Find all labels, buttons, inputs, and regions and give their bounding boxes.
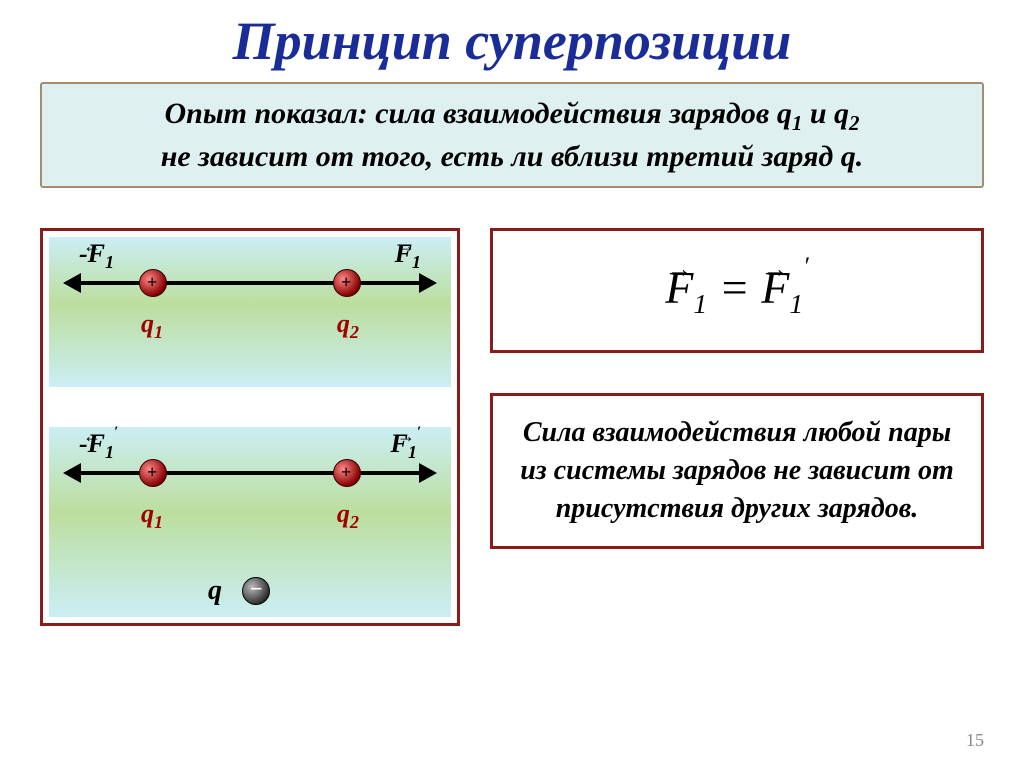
formula-rhs-sub: 1 <box>789 288 803 319</box>
right-column: → F 1 = → F 1′ Сила взаимодействия любой… <box>490 228 984 626</box>
vector-arrow-icon: → <box>761 255 789 284</box>
arrow-left-icon <box>63 273 81 293</box>
page-number: 15 <box>966 730 984 751</box>
diagram-spacer <box>49 387 451 427</box>
charge-q2: + <box>333 269 361 297</box>
charge-q1: + <box>139 269 167 297</box>
formula-lhs: → F <box>665 261 693 314</box>
plus-icon: + <box>341 272 351 293</box>
force-right-label: F1 <box>395 239 421 273</box>
diagram-2: + + ← -F1′ → F1′ q1 q2 − q <box>49 427 451 617</box>
plus-icon: + <box>147 462 157 483</box>
content-row: + + ← -F1 → F1 q1 q2 + + ← <box>40 228 984 626</box>
diagram-column: + + ← -F1 → F1 q1 q2 + + ← <box>40 228 460 626</box>
formula-eq: = <box>719 262 762 313</box>
diagram-1: + + ← -F1 → F1 q1 q2 <box>49 237 451 387</box>
plus-icon: + <box>341 462 351 483</box>
charge-q1: + <box>139 459 167 487</box>
arrow-right-icon <box>419 463 437 483</box>
axis-line <box>79 281 421 285</box>
axis-line <box>79 471 421 475</box>
slide: Принцип суперпозиции Опыт показал: сила … <box>0 0 1024 767</box>
q3-label: q <box>208 575 222 607</box>
intro-q2-sub: 2 <box>849 111 860 135</box>
plus-icon: + <box>147 272 157 293</box>
page-title: Принцип суперпозиции <box>40 10 984 72</box>
force-left-label: -F1′ <box>79 429 118 463</box>
diagram-frame: + + ← -F1 → F1 q1 q2 + + ← <box>40 228 460 626</box>
arrow-right-icon <box>419 273 437 293</box>
formula-lhs-sub: 1 <box>693 288 707 319</box>
q1-label: q1 <box>141 309 163 343</box>
intro-q1: q <box>777 97 792 130</box>
q2-label: q2 <box>337 499 359 533</box>
charge-q2: + <box>333 459 361 487</box>
minus-icon: − <box>250 576 263 602</box>
vector-arrow-icon: → <box>665 255 693 284</box>
explanation-box: Сила взаимодействия любой пары из систем… <box>490 393 984 548</box>
intro-q1-sub: 1 <box>792 111 803 135</box>
formula-rhs: → F <box>761 261 789 314</box>
intro-box: Опыт показал: сила взаимодействия зарядо… <box>40 82 984 188</box>
intro-prefix: Опыт показал: сила взаимодействия зарядо… <box>165 97 777 130</box>
formula-box: → F 1 = → F 1′ <box>490 228 984 353</box>
force-right-label: F1′ <box>391 429 421 463</box>
q1-label: q1 <box>141 499 163 533</box>
charge-q3: − <box>242 577 270 605</box>
intro-mid: и <box>802 97 834 130</box>
intro-q2: q <box>834 97 849 130</box>
formula-rhs-prime: ′ <box>803 252 809 280</box>
intro-suffix: не зависит от того, есть ли вблизи трети… <box>161 140 864 173</box>
force-left-label: -F1 <box>79 239 114 273</box>
q2-label: q2 <box>337 309 359 343</box>
arrow-left-icon <box>63 463 81 483</box>
